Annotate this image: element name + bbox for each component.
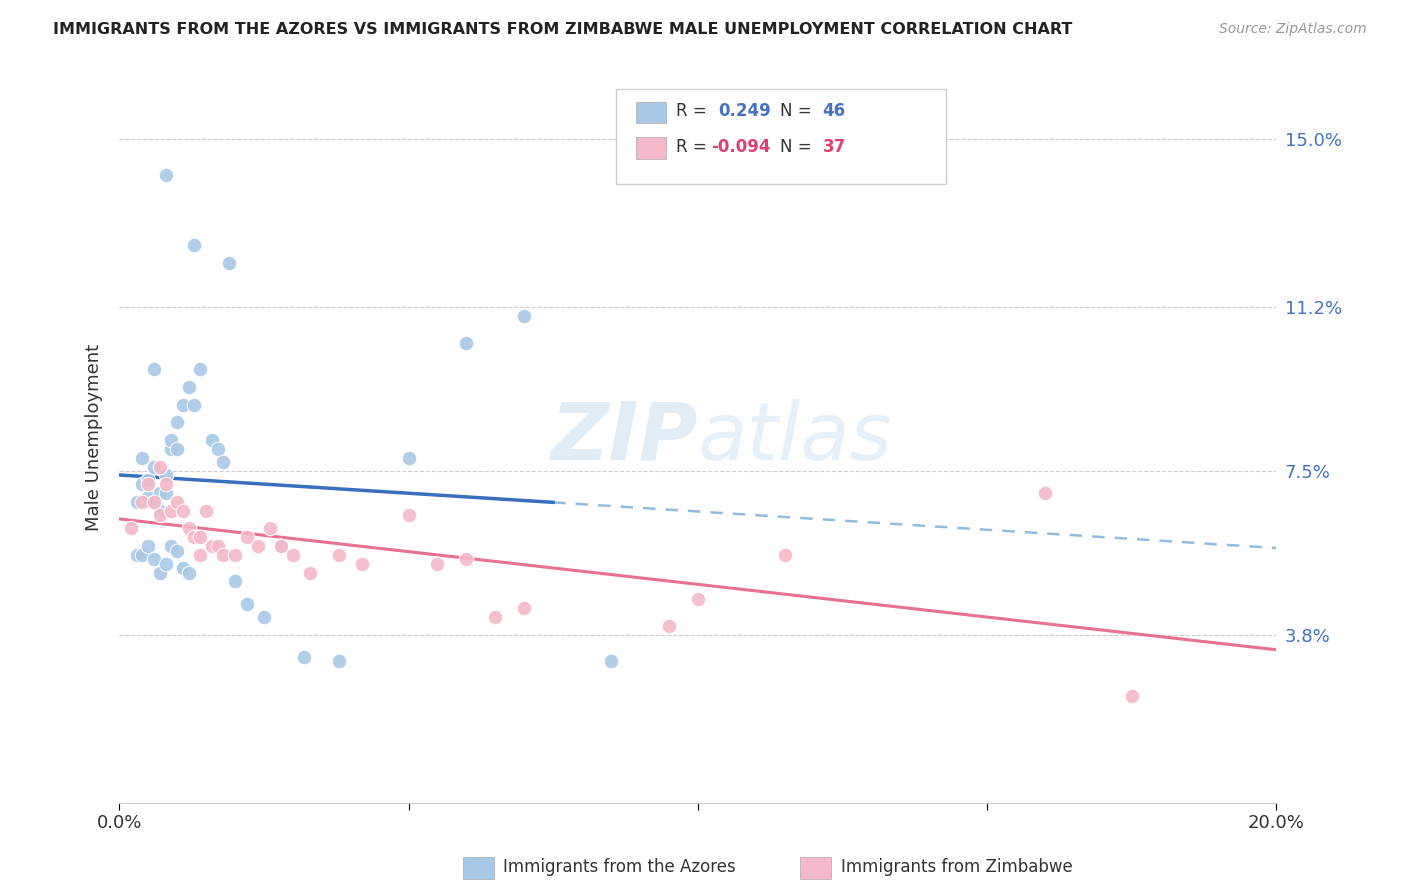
Point (183, 238, 205, 252)
Point (513, 309, 536, 323)
Point (166, 415, 188, 429)
Point (352, 557, 374, 571)
Point (166, 442, 188, 456)
Point (131, 450, 153, 465)
Point (195, 504, 218, 518)
Point (160, 433, 183, 447)
Point (160, 442, 183, 456)
Text: N =: N = (780, 138, 817, 156)
Point (125, 495, 148, 509)
Y-axis label: Male Unemployment: Male Unemployment (86, 344, 103, 532)
Point (136, 477, 159, 491)
Point (188, 548, 211, 562)
Text: Immigrants from the Azores: Immigrants from the Azores (503, 858, 737, 876)
Point (270, 539, 292, 553)
Point (177, 380, 200, 394)
Point (143, 459, 166, 474)
Point (166, 543, 188, 558)
Point (328, 654, 350, 668)
Text: ZIP: ZIP (550, 399, 697, 477)
Point (235, 597, 257, 611)
Point (136, 539, 159, 553)
Point (253, 610, 276, 624)
Point (456, 335, 478, 350)
Point (398, 450, 420, 465)
Point (201, 433, 224, 447)
Point (177, 521, 200, 535)
Point (658, 618, 681, 632)
Point (600, 654, 623, 668)
Point (131, 477, 153, 491)
Point (149, 508, 172, 523)
Text: N =: N = (780, 103, 817, 120)
Point (201, 539, 224, 553)
Point (328, 548, 350, 562)
Point (398, 508, 420, 523)
Point (183, 530, 205, 544)
Point (294, 649, 316, 664)
Point (188, 530, 211, 544)
Point (143, 495, 166, 509)
Text: R =: R = (676, 138, 713, 156)
Point (183, 398, 205, 412)
Text: Source: ZipAtlas.com: Source: ZipAtlas.com (1219, 22, 1367, 37)
Point (136, 473, 159, 487)
Text: atlas: atlas (697, 399, 893, 477)
Point (207, 442, 229, 456)
Point (686, 592, 709, 607)
Point (177, 566, 200, 580)
Text: -0.094: -0.094 (711, 138, 770, 156)
Point (1033, 486, 1056, 500)
Point (426, 557, 449, 571)
Point (166, 495, 188, 509)
Point (143, 495, 166, 509)
Point (513, 601, 536, 615)
Point (143, 362, 166, 376)
Point (1121, 690, 1143, 704)
Point (136, 491, 159, 505)
Point (172, 398, 194, 412)
Point (270, 539, 292, 553)
Point (172, 561, 194, 575)
Point (456, 552, 478, 566)
Point (155, 486, 177, 500)
Point (149, 504, 172, 518)
Point (224, 548, 246, 562)
Point (224, 574, 246, 589)
Point (131, 495, 153, 509)
Point (172, 504, 194, 518)
Point (125, 548, 148, 562)
Point (299, 566, 322, 580)
Point (207, 539, 229, 553)
Point (149, 486, 172, 500)
Text: Immigrants from Zimbabwe: Immigrants from Zimbabwe (841, 858, 1073, 876)
Point (235, 530, 257, 544)
Text: 37: 37 (823, 138, 846, 156)
Point (281, 548, 304, 562)
Point (155, 477, 177, 491)
Point (131, 548, 153, 562)
Text: IMMIGRANTS FROM THE AZORES VS IMMIGRANTS FROM ZIMBABWE MALE UNEMPLOYMENT CORRELA: IMMIGRANTS FROM THE AZORES VS IMMIGRANTS… (53, 22, 1073, 37)
Point (212, 455, 235, 469)
Point (155, 468, 177, 483)
Point (218, 256, 240, 270)
Point (149, 459, 172, 474)
Point (160, 504, 183, 518)
Point (149, 566, 172, 580)
Point (155, 557, 177, 571)
Point (120, 521, 142, 535)
Text: 46: 46 (823, 103, 845, 120)
Point (484, 610, 506, 624)
Point (212, 548, 235, 562)
Point (247, 539, 270, 553)
Point (143, 552, 166, 566)
Point (155, 168, 177, 182)
Text: R =: R = (676, 103, 713, 120)
Point (259, 521, 281, 535)
Point (188, 362, 211, 376)
Point (773, 548, 796, 562)
Text: 0.249: 0.249 (718, 103, 772, 120)
Point (160, 539, 183, 553)
